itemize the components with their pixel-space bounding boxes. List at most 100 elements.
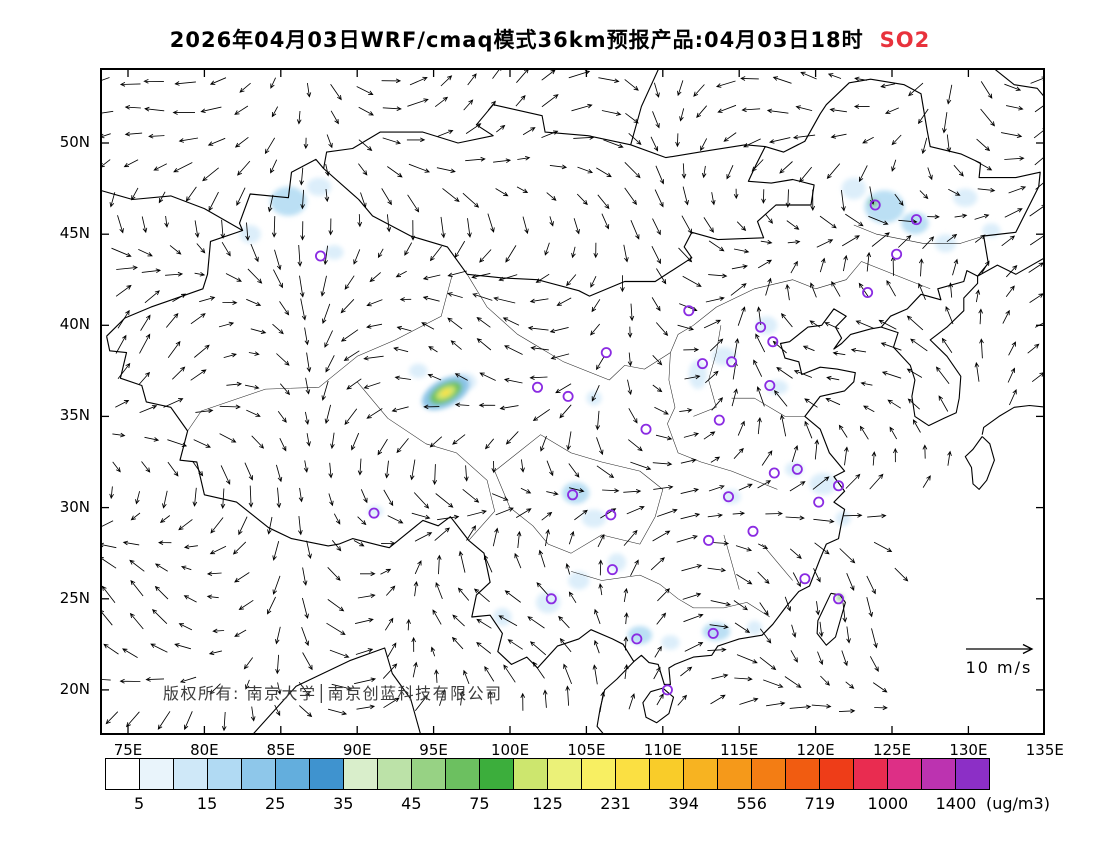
so2-hotspot	[421, 375, 470, 410]
lon-tick-label: 110E	[643, 741, 682, 759]
province-boundary	[667, 423, 778, 490]
colorbar-tick-label: 45	[401, 794, 422, 813]
coastline-boundary	[977, 257, 1045, 277]
lon-tick-label: 105E	[567, 741, 606, 759]
colorbar-unit: (ug/m3)	[986, 794, 1050, 813]
colorbar-cell	[955, 758, 990, 790]
so2-patch	[785, 462, 804, 477]
colorbar-cell	[887, 758, 922, 790]
wind-scale-arrowhead-icon	[1022, 643, 1034, 655]
so2-patch	[711, 347, 737, 366]
station-marker	[747, 525, 759, 537]
wind-scale-legend: 10 m/s	[966, 643, 1034, 677]
lon-tick-label: 130E	[949, 741, 988, 759]
colorbar-cell	[309, 758, 344, 790]
colorbar-tick-label: 15	[196, 794, 218, 813]
coastline-boundary	[100, 189, 243, 231]
wind-vectors-layer	[100, 68, 1045, 732]
station-marker	[799, 573, 811, 585]
copyright-text: 版权所有: 南京大学│南京创蓝科技有限公司	[163, 684, 503, 703]
station-marker	[562, 390, 574, 402]
so2-patch	[746, 620, 763, 636]
colorbar-cell	[751, 758, 786, 790]
stations-layer	[314, 199, 922, 696]
lon-tick-label: 80E	[190, 741, 219, 759]
colorbar-tick-label: 25	[265, 794, 286, 813]
colorbar-cell	[275, 758, 310, 790]
coastline-boundary	[881, 276, 979, 427]
so2-patch	[841, 177, 866, 200]
province-boundary	[667, 352, 676, 424]
so2-patch	[607, 553, 627, 572]
so2-patch	[722, 489, 741, 505]
station-marker	[755, 321, 767, 333]
coastline-boundary	[964, 436, 995, 490]
colorbar-cell	[207, 758, 242, 790]
coastline-boundary	[992, 68, 1045, 99]
map-svg: 10 m/s	[100, 68, 1045, 735]
station-marker	[891, 248, 903, 260]
axis-ticks	[101, 69, 1045, 734]
map-frame	[100, 68, 1045, 735]
so2-patch	[568, 571, 590, 590]
province-boundary	[494, 434, 664, 554]
so2-hotspot-ring	[440, 389, 451, 397]
lon-tick-label: 135E	[1025, 741, 1064, 759]
colorbar-tick-label: 1000	[867, 794, 909, 813]
lon-tick-label: 95E	[419, 741, 448, 759]
so2-patch	[688, 359, 708, 390]
lat-tick-label: 50N	[59, 133, 90, 151]
title-pollutant: SO2	[879, 28, 931, 52]
lon-tick-label: 115E	[720, 741, 759, 759]
coastline-boundary	[251, 647, 422, 735]
china-national-boundary	[106, 78, 1041, 685]
station-marker	[833, 593, 845, 605]
lat-tick-label: 35N	[59, 406, 90, 425]
title-text: 2026年04月03日WRF/cmaq模式36km预报产品:04月03日18时	[169, 28, 864, 52]
so2-patch	[756, 316, 778, 335]
station-marker	[605, 509, 617, 521]
province-boundary	[761, 543, 793, 581]
colorbar-cell	[547, 758, 582, 790]
station-marker	[833, 480, 845, 492]
so2-concentration-layer	[239, 177, 1001, 650]
so2-patch	[766, 380, 789, 395]
station-marker	[726, 356, 738, 368]
colorbar-cell	[615, 758, 650, 790]
so2-patch	[493, 607, 512, 627]
colorbar-tick-label: 35	[333, 794, 354, 813]
province-boundary	[571, 571, 770, 618]
colorbar-cell	[853, 758, 888, 790]
lon-tick-label: 75E	[113, 741, 143, 759]
colorbar-cell	[411, 758, 446, 790]
province-boundary	[356, 381, 495, 541]
lat-tick-label: 30N	[59, 497, 90, 516]
wind-vector-arrows	[100, 68, 1045, 732]
boundaries-layer	[100, 68, 1045, 735]
so2-patch	[561, 482, 590, 504]
colorbar-cell	[173, 758, 208, 790]
station-marker	[869, 199, 881, 211]
colorbar-tick-label: 394	[668, 794, 699, 813]
colorbar-cell	[683, 758, 718, 790]
so2-patch	[835, 511, 851, 526]
station-marker	[661, 684, 673, 696]
station-marker	[707, 627, 719, 639]
so2-patch	[661, 635, 680, 650]
lon-tick-label: 90E	[342, 741, 372, 759]
station-marker	[545, 593, 557, 605]
so2-patch	[409, 363, 428, 379]
station-marker	[697, 358, 709, 370]
station-marker	[567, 489, 579, 501]
wind-scale-label: 10 m/s	[966, 658, 1033, 677]
so2-patch	[581, 509, 607, 528]
so2-patch	[239, 225, 261, 244]
colorbar-tick-label: 5	[133, 794, 145, 813]
colorbar-cell	[479, 758, 514, 790]
colorbar-cell	[241, 758, 276, 790]
province-boundary	[187, 276, 453, 432]
station-marker	[368, 507, 380, 519]
so2-patch	[325, 245, 344, 260]
lat-tick-label: 40N	[59, 315, 90, 334]
colorbar-cell	[377, 758, 412, 790]
